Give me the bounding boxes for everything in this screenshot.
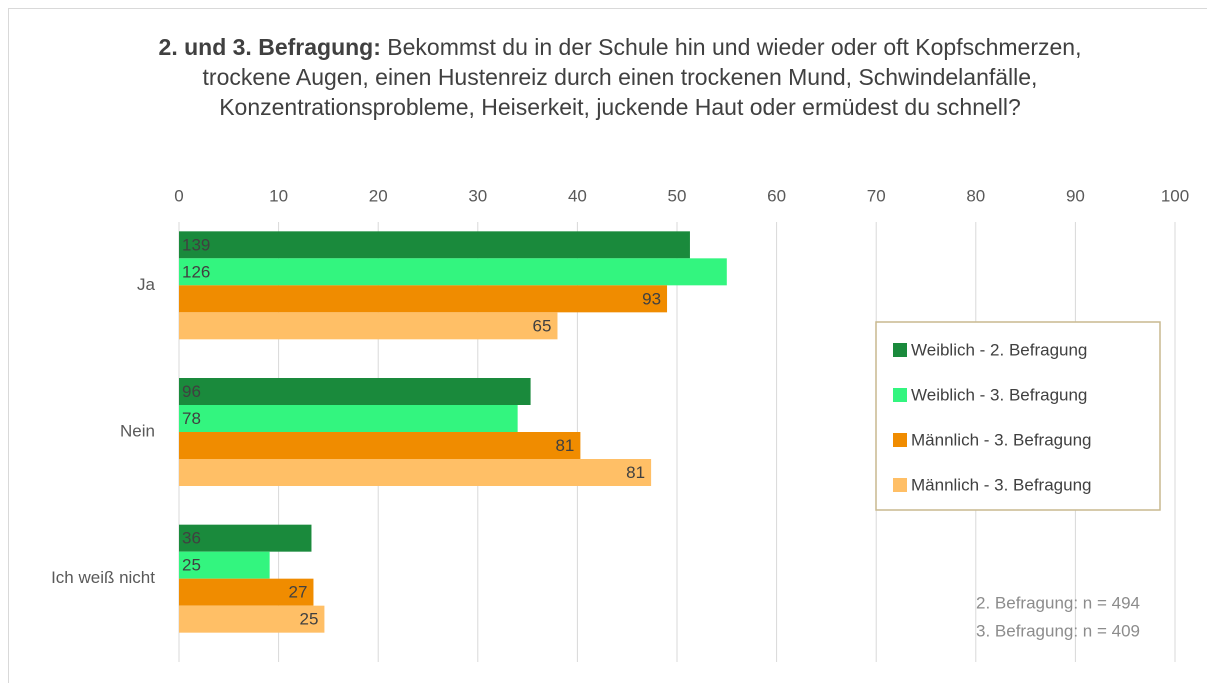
bar xyxy=(179,285,668,313)
legend-label: Männlich - 3. Befragung xyxy=(911,475,1092,494)
value-label: 81 xyxy=(626,463,645,482)
value-label: 27 xyxy=(289,583,308,602)
value-label: 25 xyxy=(299,610,318,629)
legend-swatch xyxy=(893,388,907,402)
bar xyxy=(179,459,652,486)
value-label: 36 xyxy=(182,529,201,548)
bar xyxy=(179,378,531,405)
legend-label: Männlich - 3. Befragung xyxy=(911,430,1092,449)
bar xyxy=(179,405,518,432)
x-tick-label: 20 xyxy=(369,186,388,205)
bar xyxy=(179,578,314,606)
chart-title: 2. und 3. Befragung: Bekommst du in der … xyxy=(140,32,1100,122)
value-label: 93 xyxy=(642,289,661,308)
chart-frame xyxy=(8,8,1207,683)
bar xyxy=(179,524,312,552)
value-label: 139 xyxy=(182,235,210,254)
x-tick-label: 30 xyxy=(468,186,487,205)
y-tick-label: Ich weiß nicht xyxy=(51,568,155,587)
x-tick-label: 100 xyxy=(1161,186,1189,205)
value-label: 25 xyxy=(182,556,201,575)
legend-swatch xyxy=(893,478,907,492)
bar xyxy=(179,312,558,340)
bar xyxy=(179,605,325,633)
value-label: 81 xyxy=(555,436,574,455)
annotation: 2. Befragung: n = 494 xyxy=(976,593,1140,612)
legend-swatch xyxy=(893,433,907,447)
x-tick-label: 70 xyxy=(867,186,886,205)
title-bold: 2. und 3. Befragung: xyxy=(158,34,381,60)
x-tick-label: 90 xyxy=(1066,186,1085,205)
value-label: 126 xyxy=(182,262,210,281)
bar xyxy=(179,551,270,579)
bar xyxy=(179,258,727,286)
y-tick-label: Nein xyxy=(120,421,155,440)
x-tick-label: 10 xyxy=(269,186,288,205)
x-tick-label: 50 xyxy=(668,186,687,205)
x-tick-label: 40 xyxy=(568,186,587,205)
legend-label: Weiblich - 2. Befragung xyxy=(911,340,1087,359)
value-label: 96 xyxy=(182,382,201,401)
bar xyxy=(179,432,581,459)
y-tick-label: Ja xyxy=(137,275,156,294)
legend-swatch xyxy=(893,343,907,357)
x-tick-label: 80 xyxy=(966,186,985,205)
value-label: 65 xyxy=(533,316,552,335)
title-text: Bekommst du in der Schule hin und wieder… xyxy=(202,34,1082,120)
value-label: 78 xyxy=(182,409,201,428)
legend-label: Weiblich - 3. Befragung xyxy=(911,385,1087,404)
x-tick-label: 60 xyxy=(767,186,786,205)
legend-box xyxy=(875,321,1161,511)
bar xyxy=(179,231,690,259)
annotation: 3. Befragung: n = 409 xyxy=(976,621,1140,640)
x-tick-label: 0 xyxy=(174,186,183,205)
